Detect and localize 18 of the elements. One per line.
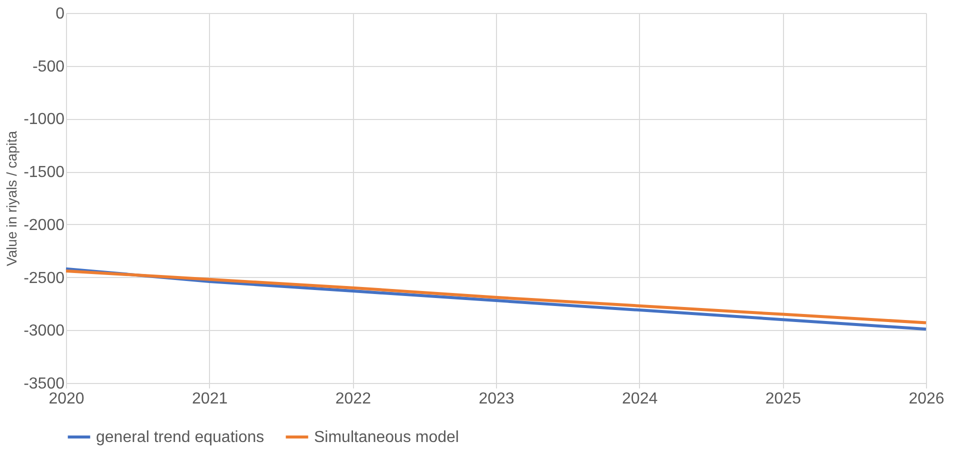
legend-label: general trend equations: [96, 429, 264, 446]
x-tick-label: 2026: [908, 390, 944, 408]
y-axis-title: Value in riyals / capita: [4, 130, 20, 266]
y-tick-label: -2500: [24, 270, 65, 287]
x-tick-label: 2025: [765, 390, 802, 408]
y-tick-label: -1000: [24, 111, 65, 128]
y-tick-label: 0: [56, 6, 65, 22]
legend-label: Simultaneous model: [314, 429, 459, 446]
y-tick-label: -3500: [24, 376, 65, 392]
x-tick-label: 2024: [622, 390, 658, 408]
x-tick-label: 2023: [478, 390, 514, 408]
y-tick-label: -500: [32, 58, 65, 76]
y-tick-label: -1500: [24, 164, 65, 182]
y-tick-label: -2000: [24, 216, 65, 234]
x-tick-label: 2020: [48, 390, 84, 408]
x-tick-label: 2021: [192, 390, 228, 408]
x-tick-label: 2022: [335, 390, 372, 408]
y-tick-label: -3000: [24, 322, 65, 340]
